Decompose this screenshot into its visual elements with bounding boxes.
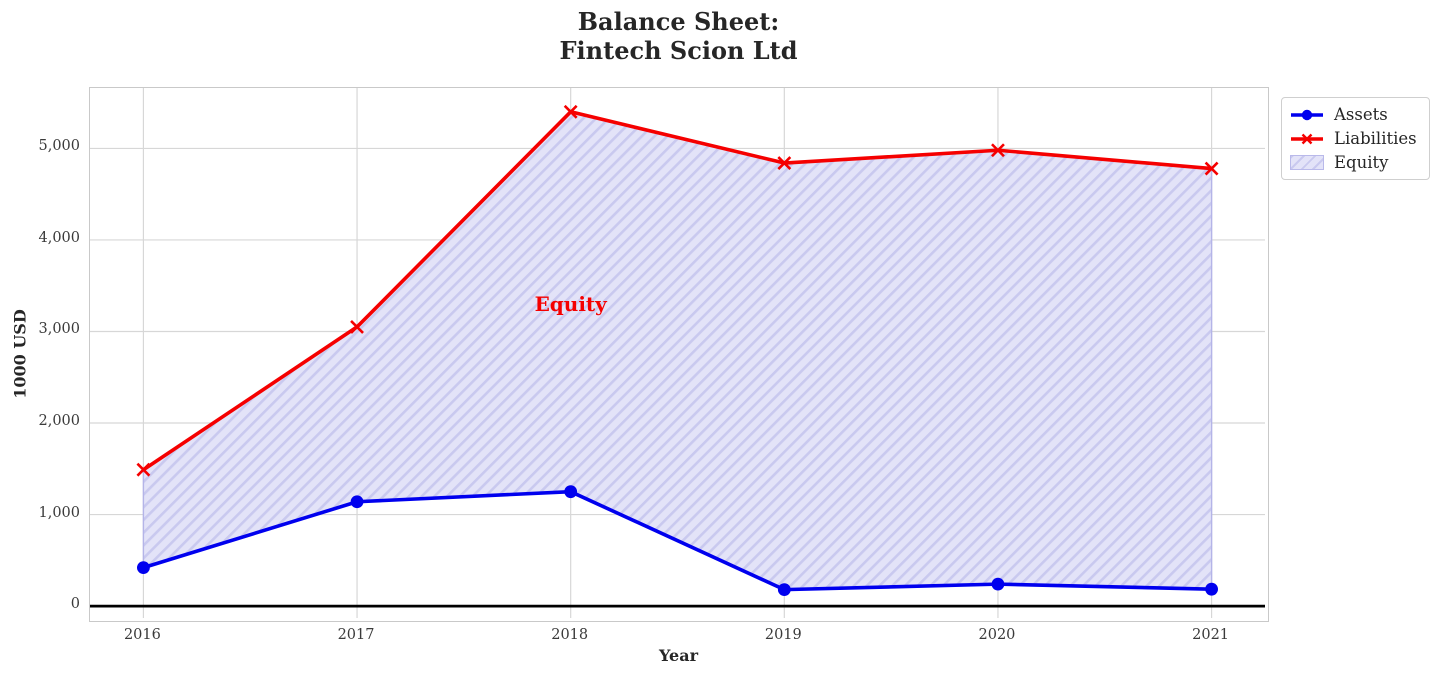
plot-canvas: Equity [90,88,1265,618]
x-tick-label: 2019 [764,627,802,643]
assets-marker [564,485,578,499]
legend-label-equity: Equity [1334,153,1389,172]
liabilities-marker [350,319,364,334]
assets-marker [991,577,1005,591]
liabilities-line [142,109,1212,472]
plot-area: Equity [89,87,1269,622]
legend: Assets Liabilities Equity [1281,97,1430,180]
equity-legend-swatch [1290,155,1324,170]
liabilities-marker [777,156,792,170]
chart-title: Balance Sheet: Fintech Scion Ltd [559,7,798,66]
assets-marker [777,583,791,597]
y-tick-label: 0 [70,596,80,613]
liabilities-marker [991,143,1005,158]
liabilities-marker [1204,161,1219,176]
x-tick-label: 2021 [1192,627,1230,643]
assets-marker [1205,582,1218,596]
y-tick-label: 2,000 [38,413,80,430]
liabilities-marker [563,104,578,119]
legend-item-assets: Assets [1290,105,1417,124]
y-tick-label: 3,000 [38,321,80,338]
assets-marker [350,495,364,509]
x-tick-label: 2018 [551,627,589,643]
legend-item-equity: Equity [1290,153,1417,172]
equity-annotation: Equity [535,292,609,316]
legend-label-liabilities: Liabilities [1334,129,1417,148]
x-tick-label: 2020 [978,627,1016,643]
legend-label-assets: Assets [1334,105,1388,124]
x-tick-label: 2016 [123,627,161,643]
x-axis-label: Year [658,646,698,665]
assets-line [142,489,1212,592]
liabilities-marker [136,462,151,477]
y-tick-label: 5,000 [38,138,80,155]
x-tick-label: 2017 [337,627,375,643]
liabilities-legend-swatch [1291,133,1323,144]
assets-marker [137,561,150,575]
assets-legend-swatch [1291,109,1323,120]
y-tick-label: 1,000 [38,504,80,521]
y-tick-label: 4,000 [38,229,80,246]
legend-item-liabilities: Liabilities [1290,129,1417,148]
